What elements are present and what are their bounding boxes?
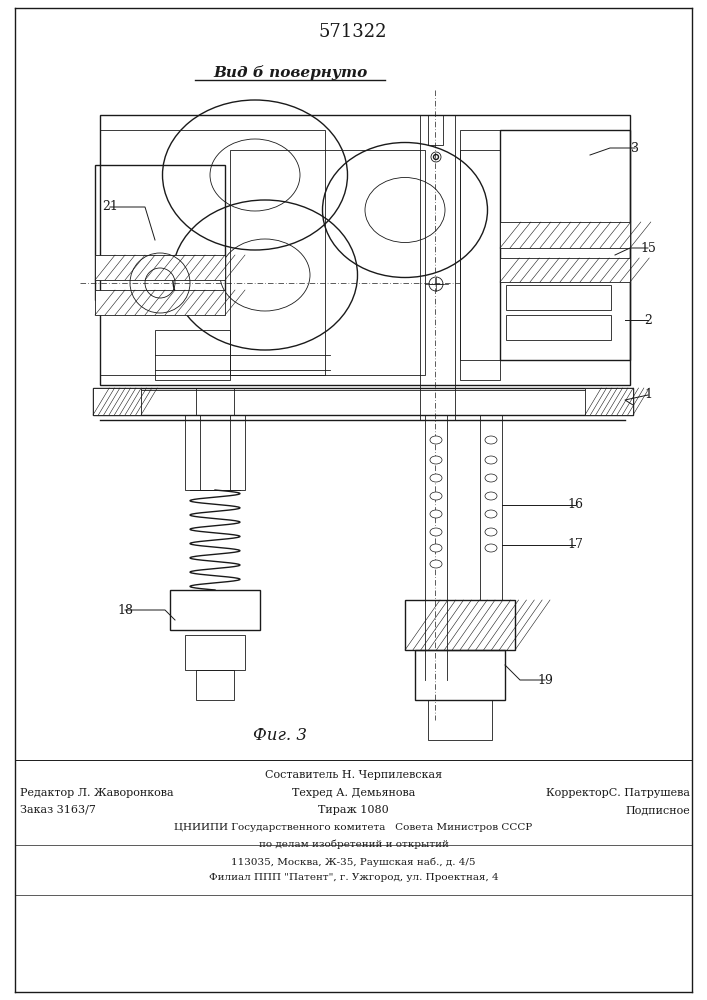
Bar	[155, 330, 230, 380]
Ellipse shape	[485, 474, 497, 482]
Bar	[185, 635, 245, 670]
Bar	[506, 315, 611, 340]
Bar	[93, 388, 141, 415]
Bar	[428, 115, 443, 145]
Ellipse shape	[430, 528, 442, 536]
Text: Техред А. Демьянова: Техред А. Демьянова	[292, 788, 415, 798]
Bar	[585, 388, 633, 415]
Bar	[196, 670, 234, 700]
Bar	[95, 255, 225, 280]
Text: 15: 15	[640, 241, 656, 254]
Ellipse shape	[430, 474, 442, 482]
Ellipse shape	[430, 510, 442, 518]
Bar	[500, 258, 630, 282]
Text: 3: 3	[631, 141, 639, 154]
Bar	[405, 600, 515, 650]
Text: 571322: 571322	[319, 23, 387, 41]
Ellipse shape	[430, 492, 442, 500]
Bar	[93, 388, 633, 415]
Text: КорректорС. Патрушева: КорректорС. Патрушева	[546, 788, 690, 798]
Text: 1: 1	[644, 388, 652, 401]
Ellipse shape	[485, 492, 497, 500]
Ellipse shape	[485, 544, 497, 552]
Bar	[415, 650, 505, 700]
Bar	[100, 130, 325, 375]
Text: 19: 19	[537, 674, 553, 686]
Ellipse shape	[485, 528, 497, 536]
Bar	[460, 130, 630, 360]
Ellipse shape	[430, 544, 442, 552]
Bar	[95, 290, 225, 315]
Bar	[500, 130, 630, 360]
Ellipse shape	[430, 560, 442, 568]
Bar	[95, 165, 225, 300]
Ellipse shape	[430, 436, 442, 444]
Bar	[200, 415, 230, 490]
Bar	[506, 285, 611, 310]
Bar	[170, 590, 260, 630]
Text: 2: 2	[644, 314, 652, 326]
Bar	[100, 115, 630, 385]
Bar	[460, 150, 500, 380]
Bar	[185, 415, 245, 490]
Text: 16: 16	[567, 498, 583, 512]
Bar	[500, 222, 630, 248]
Text: Составитель Н. Черпилевская: Составитель Н. Черпилевская	[265, 770, 442, 780]
Text: Тираж 1080: Тираж 1080	[318, 805, 389, 815]
Ellipse shape	[485, 436, 497, 444]
Text: Подписное: Подписное	[625, 805, 690, 815]
Text: 18: 18	[117, 603, 133, 616]
Ellipse shape	[485, 510, 497, 518]
Text: Филиал ППП "Патент", г. Ужгород, ул. Проектная, 4: Филиал ППП "Патент", г. Ужгород, ул. Про…	[209, 874, 498, 882]
Ellipse shape	[430, 456, 442, 464]
Text: Заказ 3163/7: Заказ 3163/7	[20, 805, 96, 815]
Text: по делам изобретений и открытий: по делам изобретений и открытий	[259, 839, 448, 849]
Text: Вид б повернуто: Вид б повернуто	[213, 64, 367, 80]
Text: Редактор Л. Жаворонкова: Редактор Л. Жаворонкова	[20, 788, 174, 798]
Text: 21: 21	[102, 200, 118, 214]
Text: ЦНИИПИ Государственного комитета   Совета Министров СССР: ЦНИИПИ Государственного комитета Совета …	[175, 822, 532, 832]
Text: Фиг. 3: Фиг. 3	[253, 726, 307, 744]
Bar	[230, 150, 425, 375]
Bar	[428, 700, 492, 740]
Text: 17: 17	[567, 538, 583, 552]
Bar	[196, 388, 234, 415]
Ellipse shape	[485, 456, 497, 464]
Text: 113035, Москва, Ж-35, Раушская наб., д. 4/5: 113035, Москва, Ж-35, Раушская наб., д. …	[231, 857, 476, 867]
